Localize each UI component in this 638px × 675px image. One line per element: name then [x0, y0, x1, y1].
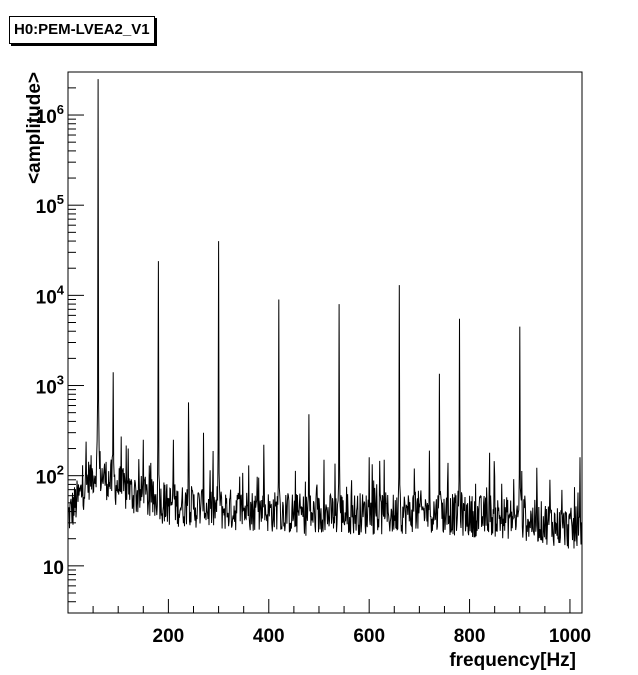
y-tick-label: 102: [36, 463, 64, 489]
y-tick-labels: 10 102 103 104 105 106: [36, 102, 65, 579]
y-tick-label: 105: [36, 192, 64, 218]
x-tick-label: 200: [153, 626, 185, 647]
x-axis-ticks: [67, 599, 571, 613]
y-tick-label: 106: [36, 102, 64, 128]
x-tick-label: 1000: [549, 626, 591, 647]
y-tick-label: 103: [36, 373, 64, 399]
y-tick-label: 10: [43, 558, 64, 579]
x-axis-label: frequency[Hz]: [449, 650, 576, 671]
x-tick-label: 400: [253, 626, 285, 647]
x-tick-label: 800: [454, 626, 486, 647]
y-tick-label: 104: [36, 282, 65, 308]
y-axis-label: <amplitude>: [24, 72, 45, 184]
chart-title: H0:PEM-LVEA2_V1: [9, 16, 155, 44]
x-tick-label: 600: [353, 626, 385, 647]
x-tick-labels: 200 400 600 800 1000: [153, 626, 592, 647]
series-line-amplitude: [67, 79, 583, 549]
plot-frame: [67, 71, 583, 614]
